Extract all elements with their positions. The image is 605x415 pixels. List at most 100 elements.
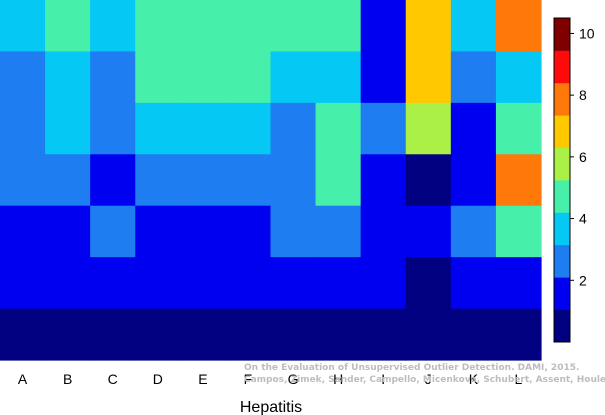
heatmap-cell-B-6 xyxy=(45,257,91,310)
heatmap-cell-C-1 xyxy=(90,0,136,53)
colorbar-segment-9 xyxy=(554,50,570,84)
heatmap-cell-A-2 xyxy=(0,51,46,104)
heatmap-cell-J-1 xyxy=(405,0,452,53)
heatmap-cell-A-1 xyxy=(0,0,46,53)
heatmap-cell-K-1 xyxy=(450,0,497,53)
x-axis-label: Hepatitis xyxy=(240,399,302,415)
heatmap-cell-K-6 xyxy=(450,257,497,310)
heatmap-cell-A-4 xyxy=(0,154,46,207)
heatmap-cell-G-5 xyxy=(270,205,317,258)
colorbar-tick-label-4: 4 xyxy=(579,211,587,227)
heatmap-cell-J-2 xyxy=(405,51,452,104)
heatmap-cell-D-6 xyxy=(135,257,181,310)
heatmap-cell-A-6 xyxy=(0,257,46,310)
heatmap-cell-F-6 xyxy=(225,257,272,310)
x-tick-label-C: C xyxy=(108,371,118,387)
heatmap-cell-K-4 xyxy=(450,154,497,207)
colorbar-tick-label-8: 8 xyxy=(579,87,587,103)
x-tick-label-H: H xyxy=(333,371,343,387)
colorbar-segment-3 xyxy=(554,244,570,278)
heatmap-cell-L-2 xyxy=(495,51,542,104)
heatmap-cell-G-1 xyxy=(270,0,317,53)
x-axis-tick-labels: A B C D E F G H I J K L xyxy=(18,371,523,387)
heatmap-cell-C-6 xyxy=(90,257,136,310)
heatmap-cell-D-1 xyxy=(135,0,181,53)
heatmap-cell-H-6 xyxy=(315,257,362,310)
heatmap-cell-G-2 xyxy=(270,51,317,104)
heatmap-cell-K-5 xyxy=(450,205,497,258)
heatmap-cell-G-6 xyxy=(270,257,317,310)
x-tick-label-K: K xyxy=(469,371,479,387)
heatmap-cell-E-1 xyxy=(180,0,227,53)
heatmap-cell-G-4 xyxy=(270,154,317,207)
heatmap-cell-C-3 xyxy=(90,102,136,155)
x-tick-label-G: G xyxy=(288,371,299,387)
heatmap-cell-B-1 xyxy=(45,0,91,53)
heatmap-cell-E-3 xyxy=(180,102,227,155)
heatmap-cell-F-5 xyxy=(225,205,272,258)
heatmap-cell-K-7 xyxy=(450,308,497,361)
heatmap-cell-B-4 xyxy=(45,154,91,207)
heatmap-cell-I-4 xyxy=(360,154,407,207)
colorbar-segment-7 xyxy=(554,115,570,148)
x-tick-label-D: D xyxy=(153,371,163,387)
heatmap-cell-A-3 xyxy=(0,102,46,155)
heatmap-cell-L-5 xyxy=(495,205,542,258)
heatmap-cell-J-5 xyxy=(405,205,452,258)
colorbar-tick-label-10: 10 xyxy=(579,25,595,41)
heatmap-cell-I-6 xyxy=(360,257,407,310)
colorbar-tick-label-6: 6 xyxy=(579,149,587,165)
heatmap-cell-E-5 xyxy=(180,205,227,258)
heatmap-cell-H-3 xyxy=(315,102,362,155)
heatmap-cell-L-4 xyxy=(495,154,542,207)
heatmap-cell-I-2 xyxy=(360,51,407,104)
heatmap-cell-H-4 xyxy=(315,154,362,207)
heatmap-cell-G-3 xyxy=(270,102,317,155)
heatmap-cell-H-7 xyxy=(315,308,362,361)
heatmap-cell-D-3 xyxy=(135,102,181,155)
x-tick-label-E: E xyxy=(198,371,207,387)
x-tick-label-F: F xyxy=(244,371,253,387)
colorbar-ticks: 2 4 6 8 10 xyxy=(570,25,595,288)
heatmap-cell-E-4 xyxy=(180,154,227,207)
colorbar-segment-5 xyxy=(554,180,570,213)
heatmap-cell-E-2 xyxy=(180,51,227,104)
heatmap-cell-F-3 xyxy=(225,102,272,155)
heatmap-cell-L-3 xyxy=(495,102,542,155)
heatmap-cell-F-7 xyxy=(225,308,272,361)
heatmap-cell-B-2 xyxy=(45,51,91,104)
heatmap-cell-I-7 xyxy=(360,308,407,361)
x-tick-label-J: J xyxy=(425,371,432,387)
heatmap-cell-D-2 xyxy=(135,51,181,104)
colorbar-segment-1 xyxy=(554,309,570,343)
colorbar-tick-label-2: 2 xyxy=(579,272,587,288)
heatmap-cell-C-4 xyxy=(90,154,136,207)
heatmap-cell-D-7 xyxy=(135,308,181,361)
colorbar xyxy=(553,17,571,343)
heatmap-cell-H-5 xyxy=(315,205,362,258)
heatmap-cell-B-5 xyxy=(45,205,91,258)
heatmap-cell-K-2 xyxy=(450,51,497,104)
heatmap-cell-C-7 xyxy=(90,308,136,361)
heatmap-cell-I-1 xyxy=(360,0,407,53)
heatmap-cell-C-5 xyxy=(90,205,136,258)
heatmap-cell-J-7 xyxy=(405,308,452,361)
heatmap-cell-L-7 xyxy=(495,308,542,361)
x-tick-label-I: I xyxy=(381,371,385,387)
heatmap-cell-E-6 xyxy=(180,257,227,310)
heatmap-cell-J-3 xyxy=(405,102,452,155)
colorbar-segment-8 xyxy=(554,82,570,116)
heatmap-cell-G-7 xyxy=(270,308,317,361)
colorbar-segment-4 xyxy=(554,212,570,246)
x-tick-label-A: A xyxy=(18,371,28,387)
heatmap-cell-D-5 xyxy=(135,205,181,258)
heatmap-cell-L-1 xyxy=(495,0,542,53)
heatmap-cells xyxy=(0,0,542,361)
x-tick-label-B: B xyxy=(63,371,72,387)
heatmap-cell-B-3 xyxy=(45,102,91,155)
credit-line-2: Campos, Zimek, Sander, Campello, Micenko… xyxy=(244,375,605,385)
heatmap-cell-I-3 xyxy=(360,102,407,155)
heatmap-cell-F-4 xyxy=(225,154,272,207)
heatmap-cell-C-2 xyxy=(90,51,136,104)
